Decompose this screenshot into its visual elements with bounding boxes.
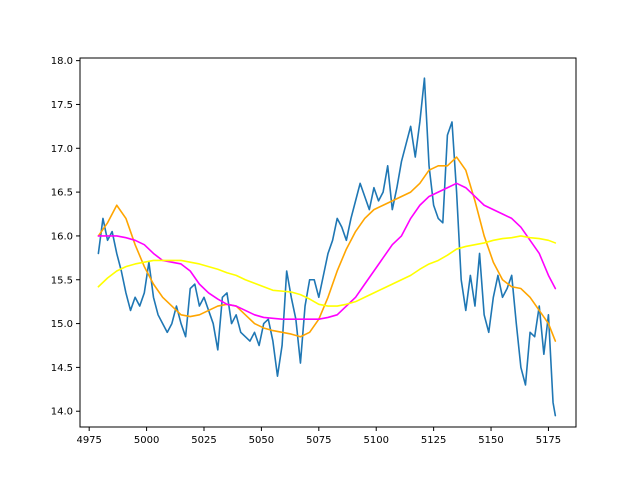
x-tick-label: 5100	[363, 435, 388, 446]
x-tick-label: 5075	[306, 435, 331, 446]
y-tick-label: 14.5	[51, 363, 73, 374]
x-tick-label: 5125	[421, 435, 446, 446]
series-line-4	[97, 235, 557, 307]
series-layer	[97, 77, 557, 417]
y-tick-label: 16.0	[51, 231, 73, 242]
x-tick-label: 5050	[249, 435, 274, 446]
y-tick-label: 15.5	[51, 275, 73, 286]
y-tick-label: 15.0	[51, 319, 73, 330]
x-tick-label: 5150	[478, 435, 503, 446]
y-tick-label: 18.0	[51, 56, 73, 67]
series-line-1	[97, 77, 557, 417]
y-tick-label: 14.0	[51, 407, 73, 418]
y-axis: 14.0 14.5 15.0 15.5 16.0 16.5 17.0 17.5 18.0	[51, 56, 80, 418]
y-tick-label: 17.5	[51, 100, 73, 111]
x-tick-label: 4975	[76, 435, 101, 446]
y-tick-label: 17.0	[51, 144, 73, 155]
x-tick-label: 5175	[536, 435, 561, 446]
series-line-2	[97, 156, 557, 342]
x-axis: 4975 5000 5025 5050 5075 5100 5125 5150 5175	[76, 427, 561, 446]
x-tick-label: 5025	[191, 435, 216, 446]
x-tick-label: 5000	[134, 435, 159, 446]
series-line-3	[97, 182, 557, 320]
plot-frame	[79, 57, 577, 428]
y-tick-label: 16.5	[51, 188, 73, 199]
